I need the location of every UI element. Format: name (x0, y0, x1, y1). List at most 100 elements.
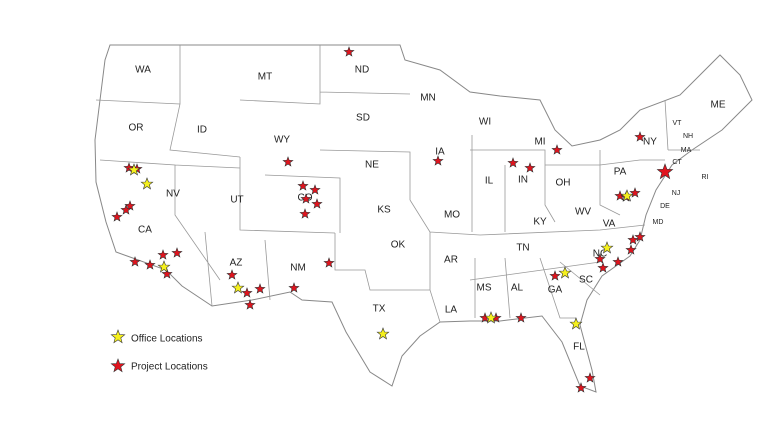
state-label: WI (479, 117, 491, 128)
project-star (144, 259, 156, 270)
project-star (254, 283, 266, 294)
project-star (120, 204, 132, 215)
state-label: MO (444, 210, 460, 221)
project-star (551, 144, 563, 155)
project-star (111, 211, 123, 222)
state-label: RI (702, 174, 709, 181)
state-label: AR (444, 255, 458, 266)
state-label: CA (138, 225, 152, 236)
state-label: NY (643, 137, 657, 148)
state-borders (95, 45, 700, 323)
project-star (241, 287, 253, 298)
state-label: AZ (230, 258, 243, 269)
state-label: SC (579, 275, 593, 286)
project-star (515, 312, 527, 323)
project-star (584, 372, 596, 383)
project-star (656, 163, 674, 180)
state-label: IN (518, 175, 528, 186)
state-label: OK (391, 240, 406, 251)
state-label: AL (511, 283, 524, 294)
state-label: MI (534, 137, 545, 148)
office-star (620, 189, 634, 202)
state-label: NH (683, 133, 693, 140)
project-star (432, 155, 444, 166)
project-star (244, 299, 256, 310)
project-star (300, 193, 312, 204)
project-star (612, 256, 624, 267)
state-label: MN (420, 93, 436, 104)
state-label: UT (230, 195, 243, 206)
state-label: FL (573, 342, 585, 353)
state-label: TN (516, 243, 529, 254)
office-star (140, 177, 154, 190)
project-star (625, 244, 637, 255)
office-star (484, 311, 498, 324)
project-star (634, 131, 646, 142)
project-star (124, 200, 136, 211)
state-label: OR (129, 123, 144, 134)
legend-project-label: Project Locations (131, 362, 208, 373)
state-label: LA (445, 305, 458, 316)
project-star (575, 382, 587, 393)
state-label: KS (377, 205, 391, 216)
project-star (311, 198, 323, 209)
project-star (282, 156, 294, 167)
office-star (569, 317, 583, 330)
project-star (226, 269, 238, 280)
state-label: WY (274, 135, 290, 146)
state-label: ID (197, 125, 207, 136)
project-star (507, 157, 519, 168)
office-star (376, 327, 390, 340)
legend-office-star (110, 329, 126, 344)
project-star (288, 282, 300, 293)
project-star (549, 270, 561, 281)
project-star (171, 247, 183, 258)
state-label: PA (614, 167, 627, 178)
office-star (127, 163, 141, 176)
state-label: WA (135, 65, 151, 76)
state-label: IA (435, 147, 445, 158)
state-label: NM (290, 263, 306, 274)
us-outline (94, 44, 753, 393)
office-star (157, 260, 171, 273)
state-label: NV (166, 189, 180, 200)
project-star (597, 262, 609, 273)
state-label: IL (485, 176, 494, 187)
project-star (299, 208, 311, 219)
legend-project-star (110, 358, 126, 373)
office-star (231, 281, 245, 294)
project-star (309, 184, 321, 195)
state-label: ND (355, 65, 369, 76)
state-label: MA (681, 147, 692, 154)
state-label: TX (373, 304, 386, 315)
state-label: WV (575, 207, 591, 218)
project-star (297, 180, 309, 191)
project-star (629, 187, 641, 198)
state-label: CT (672, 159, 682, 166)
project-star (129, 256, 141, 267)
state-label: OH (556, 178, 571, 189)
project-star (343, 46, 355, 57)
project-star (634, 231, 646, 242)
project-star (157, 249, 169, 260)
state-label: NE (365, 160, 379, 171)
project-star (524, 162, 536, 173)
legend-office-label: Office Locations (131, 334, 203, 345)
state-label: MD (653, 219, 664, 226)
project-star (123, 162, 135, 173)
project-star (323, 257, 335, 268)
state-label: KY (533, 217, 547, 228)
project-star (161, 268, 173, 279)
state-label: GA (548, 285, 563, 296)
state-label: NJ (672, 190, 681, 197)
office-star (558, 266, 572, 279)
state-label: DE (660, 203, 670, 210)
state-label: ME (711, 100, 726, 111)
state-label: MS (477, 283, 492, 294)
project-star (627, 234, 639, 245)
state-label: SD (356, 113, 370, 124)
state-label: MT (258, 72, 272, 83)
office-star (600, 241, 614, 254)
state-label: VT (673, 120, 683, 127)
